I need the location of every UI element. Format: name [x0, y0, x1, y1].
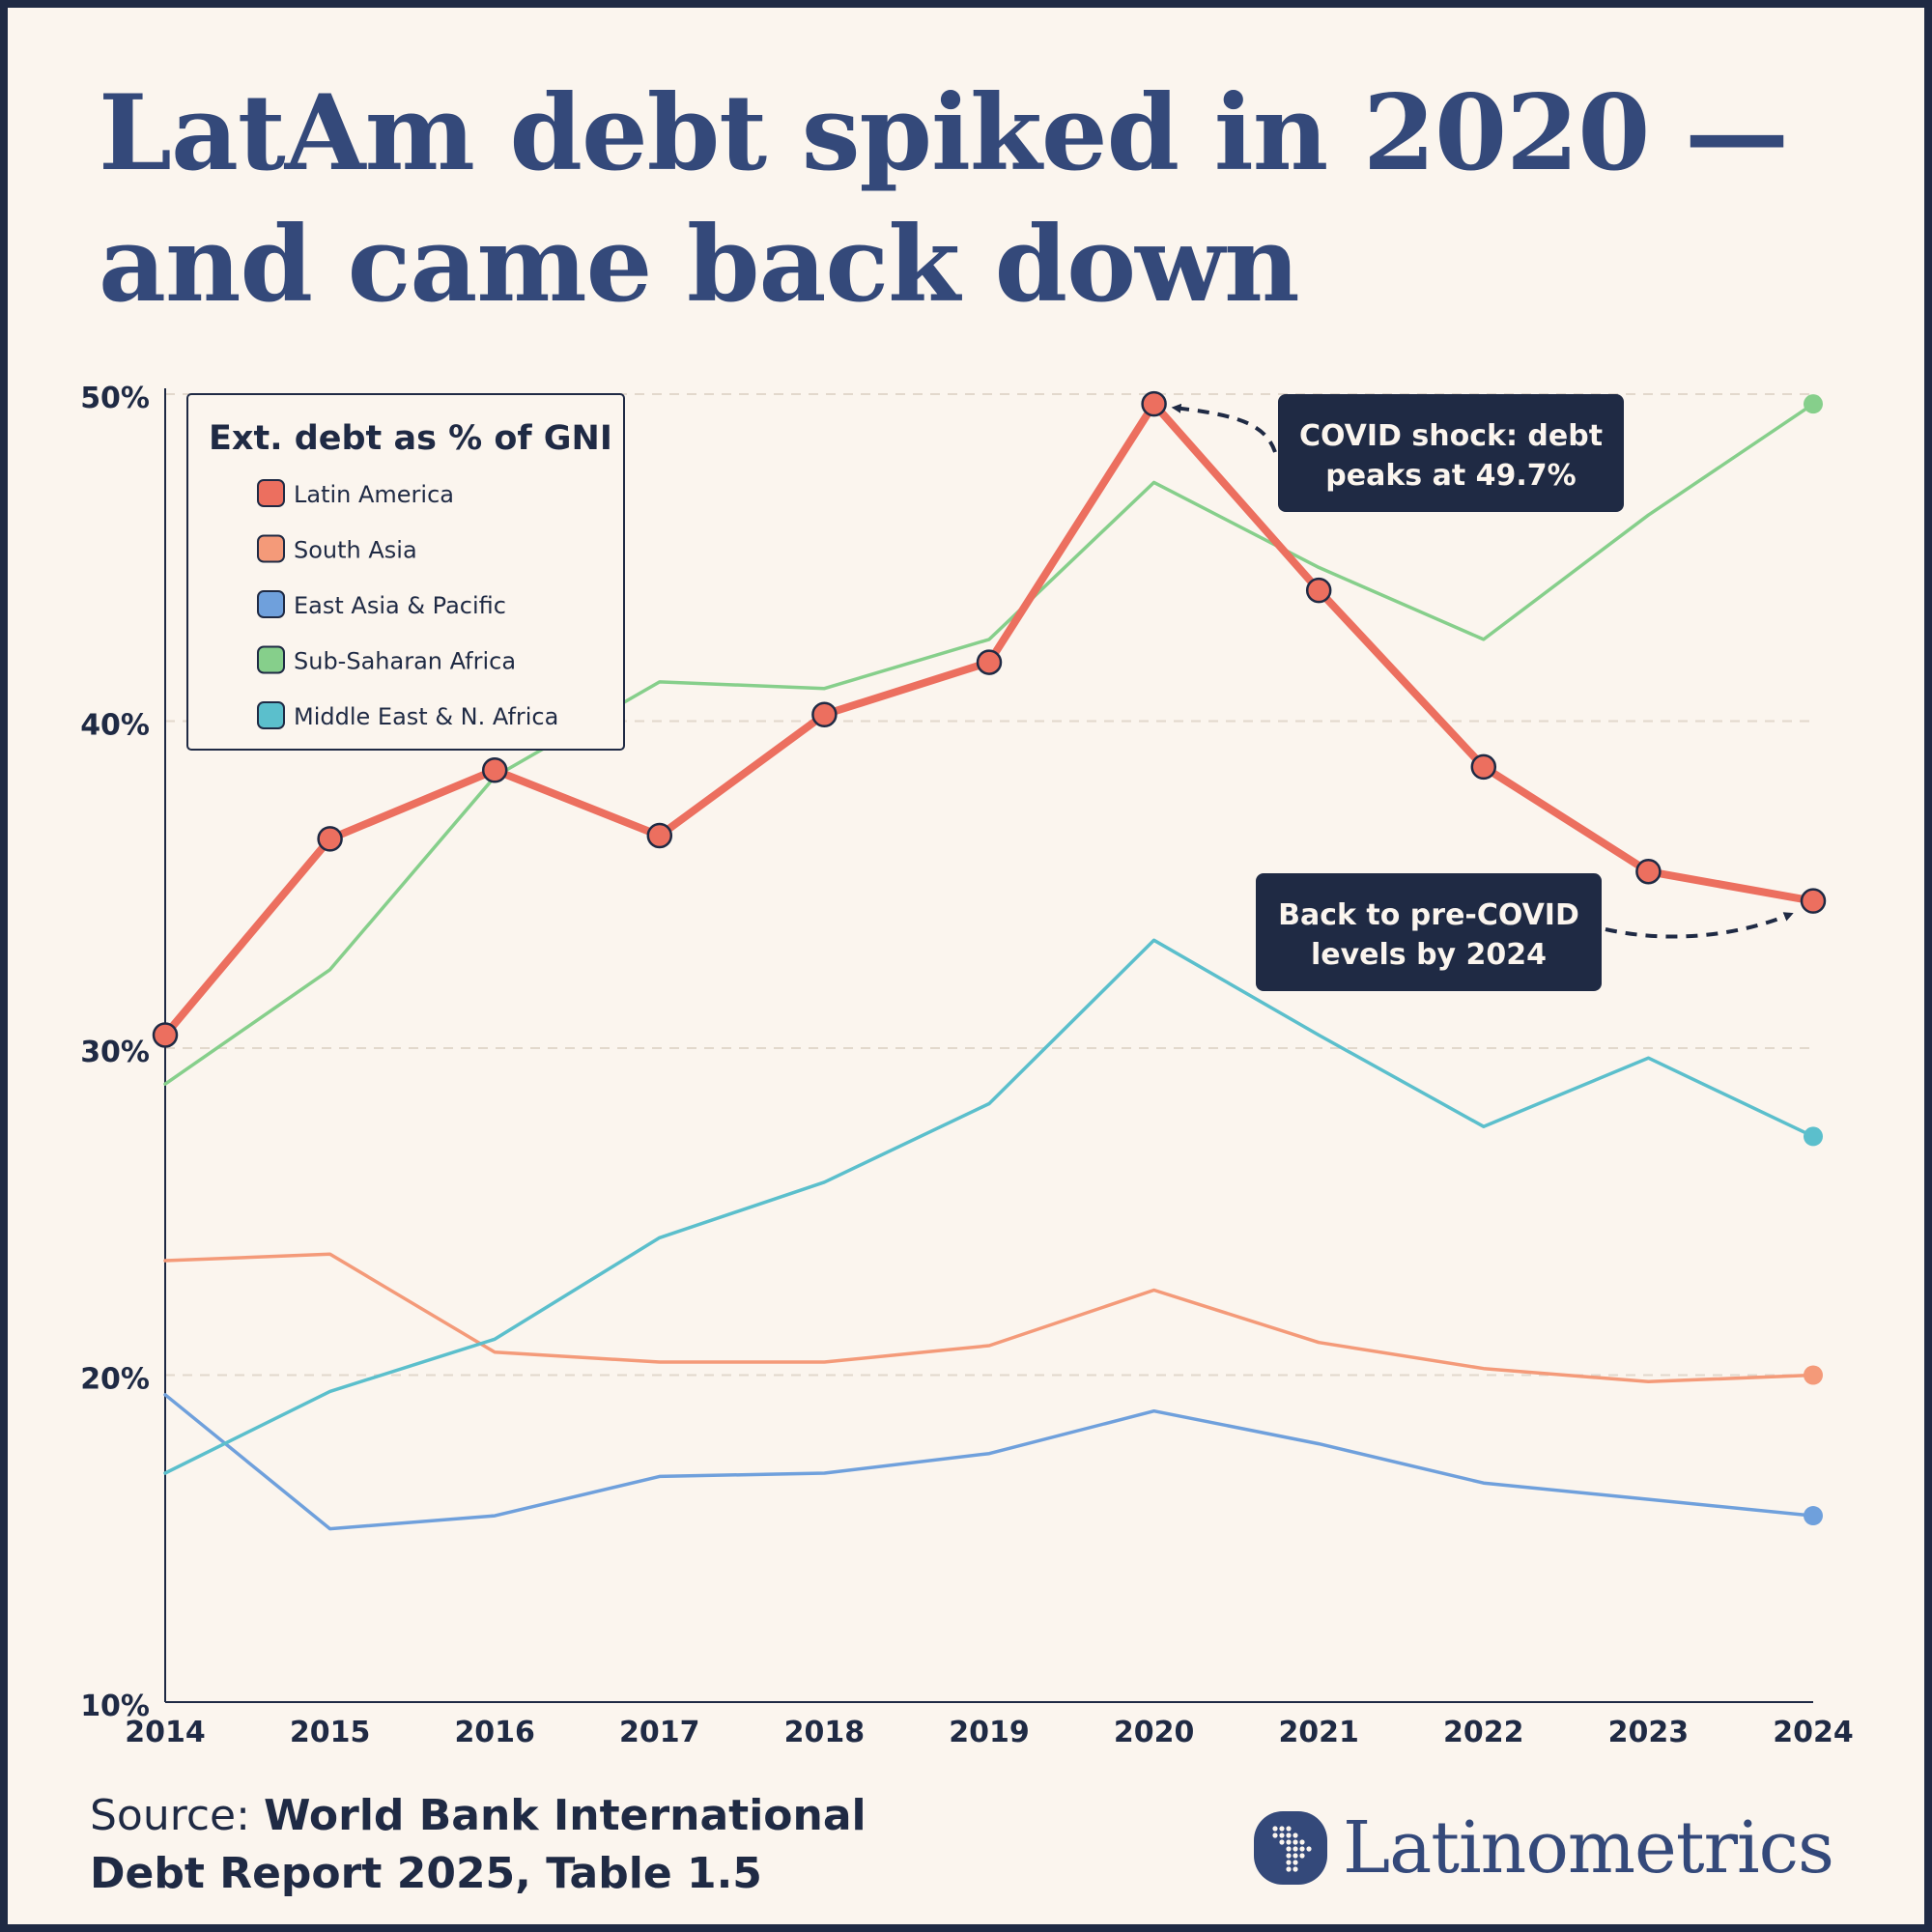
y-tick-label: 40%	[80, 709, 150, 743]
annotations: COVID shock: debt peaks at 49.7% Back to p…	[1171, 394, 1794, 991]
data-point-latin-america	[811, 701, 838, 727]
legend-swatch	[257, 590, 285, 618]
annotation-text: COVID shock: debt	[1299, 419, 1603, 453]
data-point-latin-america	[1470, 753, 1497, 781]
brand-mark: Latinometrics	[1252, 1802, 1834, 1894]
end-point-south-asia	[1804, 1365, 1823, 1385]
source-text-1: World Bank International	[263, 1791, 867, 1840]
legend-label: Middle East & N. Africa	[294, 703, 558, 730]
chart-title: LatAm debt spiked in 2020 — and came bac…	[99, 68, 1799, 330]
x-tick-label: 2017	[619, 1716, 700, 1749]
source-note: Source: World Bank International Debt Re…	[90, 1787, 959, 1903]
legend-label: South Asia	[294, 537, 417, 564]
x-tick-label: 2015	[290, 1716, 371, 1749]
title-line-1: LatAm debt spiked in 2020 —	[99, 72, 1789, 194]
series-line-middle-east-n-africa	[163, 938, 1815, 1475]
brand-name: Latinometrics	[1343, 1806, 1834, 1889]
legend-label: East Asia & Pacific	[294, 592, 506, 619]
series-line-south-asia	[163, 1252, 1815, 1384]
source-label: Source:	[90, 1791, 250, 1840]
end-point-sub-saharan-africa	[1804, 394, 1823, 414]
y-tick-label: 20%	[80, 1363, 150, 1397]
x-tick-label: 2020	[1114, 1716, 1195, 1749]
x-tick-label: 2023	[1608, 1716, 1690, 1749]
legend-box	[186, 393, 625, 751]
y-tick-label: 30%	[80, 1036, 150, 1069]
y-tick-label: 10%	[80, 1690, 150, 1723]
data-point-latin-america	[646, 822, 673, 849]
x-tick-label: 2016	[454, 1716, 535, 1749]
legend-swatch	[257, 479, 285, 507]
x-tick-label: 2021	[1278, 1716, 1359, 1749]
title-line-2: and came back down	[99, 204, 1300, 326]
x-tick-label: 2024	[1773, 1716, 1854, 1749]
series-line-east-asia-pacific	[163, 1393, 1815, 1531]
source-text-2: Debt Report 2025, Table 1.5	[90, 1849, 762, 1898]
annotation-text: Back to pre-COVID	[1278, 898, 1579, 932]
data-point-latin-america	[152, 1022, 179, 1048]
chart-card	[8, 8, 1924, 1924]
annotation-arrow-recovery	[1605, 912, 1794, 939]
legend-swatch	[257, 701, 285, 729]
legend-label: Sub-Saharan Africa	[294, 648, 516, 675]
gridlines	[165, 393, 1813, 1377]
data-points	[152, 390, 1827, 1526]
x-tick-label: 2019	[949, 1716, 1030, 1749]
end-point-middle-east-n-africa	[1804, 1126, 1823, 1147]
axes: 10% 20% 30% 40% 50% 2014 2015 2016 2017 2018 2019 2…	[80, 382, 1854, 1749]
data-point-latin-america	[1800, 888, 1827, 914]
data-point-latin-america	[1305, 577, 1332, 604]
source-line-1: Source: World Bank International	[90, 1787, 959, 1845]
data-point-latin-america	[976, 649, 1003, 675]
data-point-latin-america	[481, 757, 508, 783]
legend: Ext. debt as % of GNI Latin America South …	[186, 393, 625, 751]
data-point-latin-america	[1141, 390, 1167, 417]
latinometrics-logo-icon	[1254, 1811, 1327, 1885]
series-line-sub-saharan-africa	[163, 402, 1815, 1086]
legend-swatch	[257, 645, 285, 674]
annotation-text: levels by 2024	[1311, 938, 1547, 972]
x-tick-label: 2022	[1443, 1716, 1524, 1749]
x-tick-label: 2014	[125, 1716, 206, 1749]
data-point-latin-america	[317, 826, 343, 852]
legend-swatch	[257, 534, 285, 563]
y-tick-label: 50%	[80, 382, 150, 415]
annotation-arrow-covid	[1171, 403, 1277, 453]
legend-label: Latin America	[294, 481, 454, 508]
end-point-east-asia-pacific	[1804, 1506, 1823, 1526]
x-tick-label: 2018	[784, 1716, 866, 1749]
annotation-box-recovery	[1256, 873, 1602, 991]
data-point-latin-america	[1635, 858, 1662, 885]
legend-title: Ext. debt as % of GNI	[209, 419, 612, 458]
annotation-text: peaks at 49.7%	[1325, 459, 1576, 493]
annotation-box-covid	[1278, 394, 1624, 512]
